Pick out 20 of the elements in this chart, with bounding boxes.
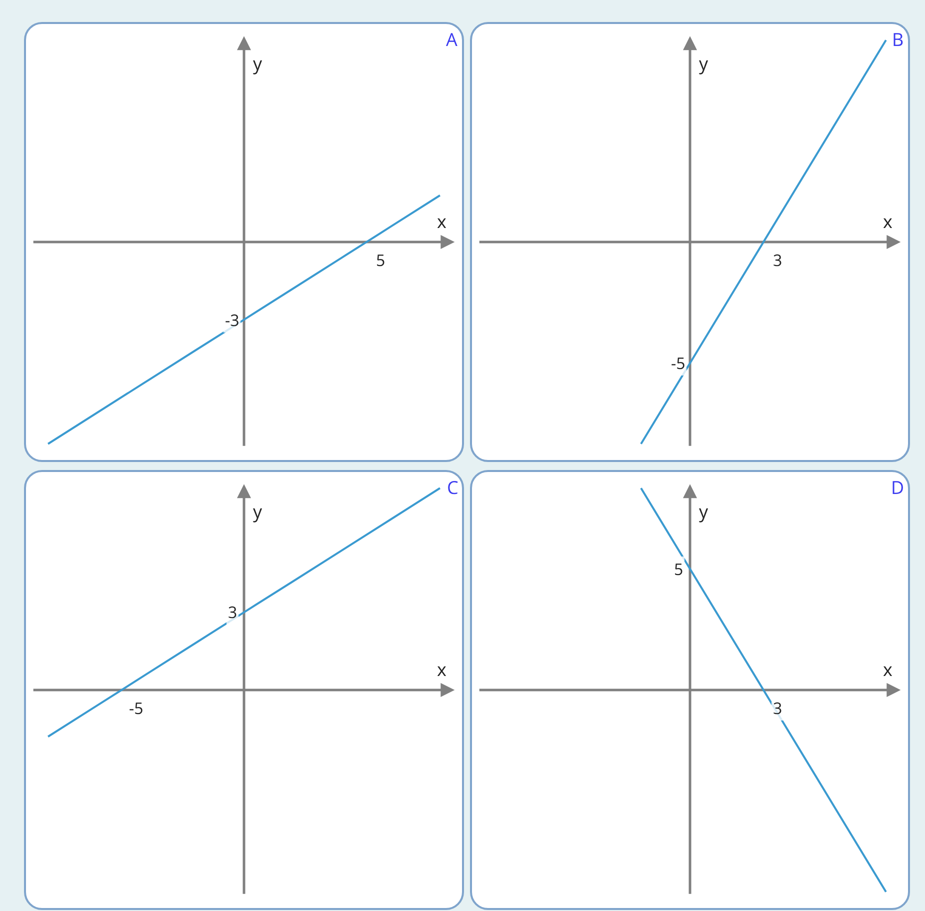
y-axis-title: y [699, 500, 709, 524]
annotation: -3 [225, 309, 240, 331]
annotation: 3 [228, 601, 238, 623]
y-axis-title: y [253, 52, 263, 76]
x-axis-title: x [437, 210, 447, 234]
chart-title: A [446, 28, 458, 52]
x-axis-title: x [883, 658, 893, 682]
chart-title: D [891, 476, 904, 500]
annotation: -5 [129, 697, 144, 719]
x-axis-title: x [437, 658, 447, 682]
x-axis-title: x [883, 210, 893, 234]
annotation: 5 [376, 249, 386, 271]
annotation: 3 [773, 249, 782, 271]
chart-title: B [892, 28, 904, 52]
chart-title: C [447, 476, 458, 500]
annotation: -5 [671, 352, 686, 374]
y-axis-title: y [699, 52, 709, 76]
annotation: 3 [773, 697, 782, 719]
annotation: 5 [674, 558, 684, 580]
y-axis-title: y [253, 500, 263, 524]
